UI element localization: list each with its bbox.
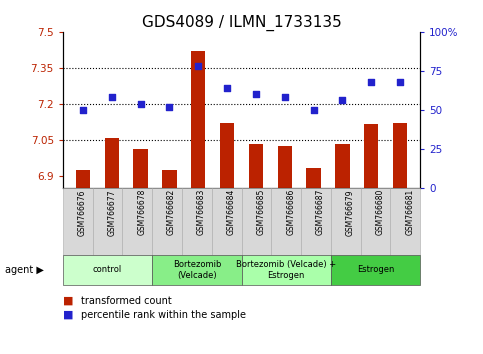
Point [310,107,317,113]
Point [281,95,289,100]
Text: transformed count: transformed count [81,296,172,306]
Point [137,101,144,106]
Text: GSM766684: GSM766684 [227,189,236,235]
Text: GSM766677: GSM766677 [108,189,116,235]
Bar [191,51,205,188]
Bar [162,170,177,188]
Text: GSM766685: GSM766685 [256,189,265,235]
Point [194,63,202,69]
Bar [220,123,234,188]
Bar [364,124,378,188]
Text: GSM766687: GSM766687 [316,189,325,235]
Text: Bortezomib (Velcade) +
Estrogen: Bortezomib (Velcade) + Estrogen [236,260,336,280]
Point [166,104,173,109]
Text: ■: ■ [63,296,73,306]
Text: control: control [93,266,122,274]
Text: GSM766679: GSM766679 [346,189,355,235]
Text: GSM766678: GSM766678 [137,189,146,235]
Point [108,95,115,100]
Text: Bortezomib
(Velcade): Bortezomib (Velcade) [172,260,221,280]
Point [396,79,404,85]
Bar [76,170,90,188]
Bar [306,169,321,188]
Bar [278,146,292,188]
Bar [393,123,407,188]
Text: GSM766682: GSM766682 [167,189,176,235]
Text: percentile rank within the sample: percentile rank within the sample [81,310,246,320]
Point [79,107,87,113]
Text: GSM766676: GSM766676 [78,189,86,235]
Text: agent ▶: agent ▶ [5,265,43,275]
Text: GSM766681: GSM766681 [405,189,414,235]
Point [368,79,375,85]
Text: GSM766686: GSM766686 [286,189,295,235]
Point [339,98,346,103]
Text: GSM766683: GSM766683 [197,189,206,235]
Text: GSM766680: GSM766680 [376,189,384,235]
Text: ■: ■ [63,310,73,320]
Point [223,85,231,91]
Bar [105,138,119,188]
Bar [335,144,350,188]
Text: Estrogen: Estrogen [357,266,394,274]
Bar [133,149,148,188]
Point [252,91,260,97]
Bar [249,144,263,188]
Title: GDS4089 / ILMN_1733135: GDS4089 / ILMN_1733135 [142,14,341,30]
